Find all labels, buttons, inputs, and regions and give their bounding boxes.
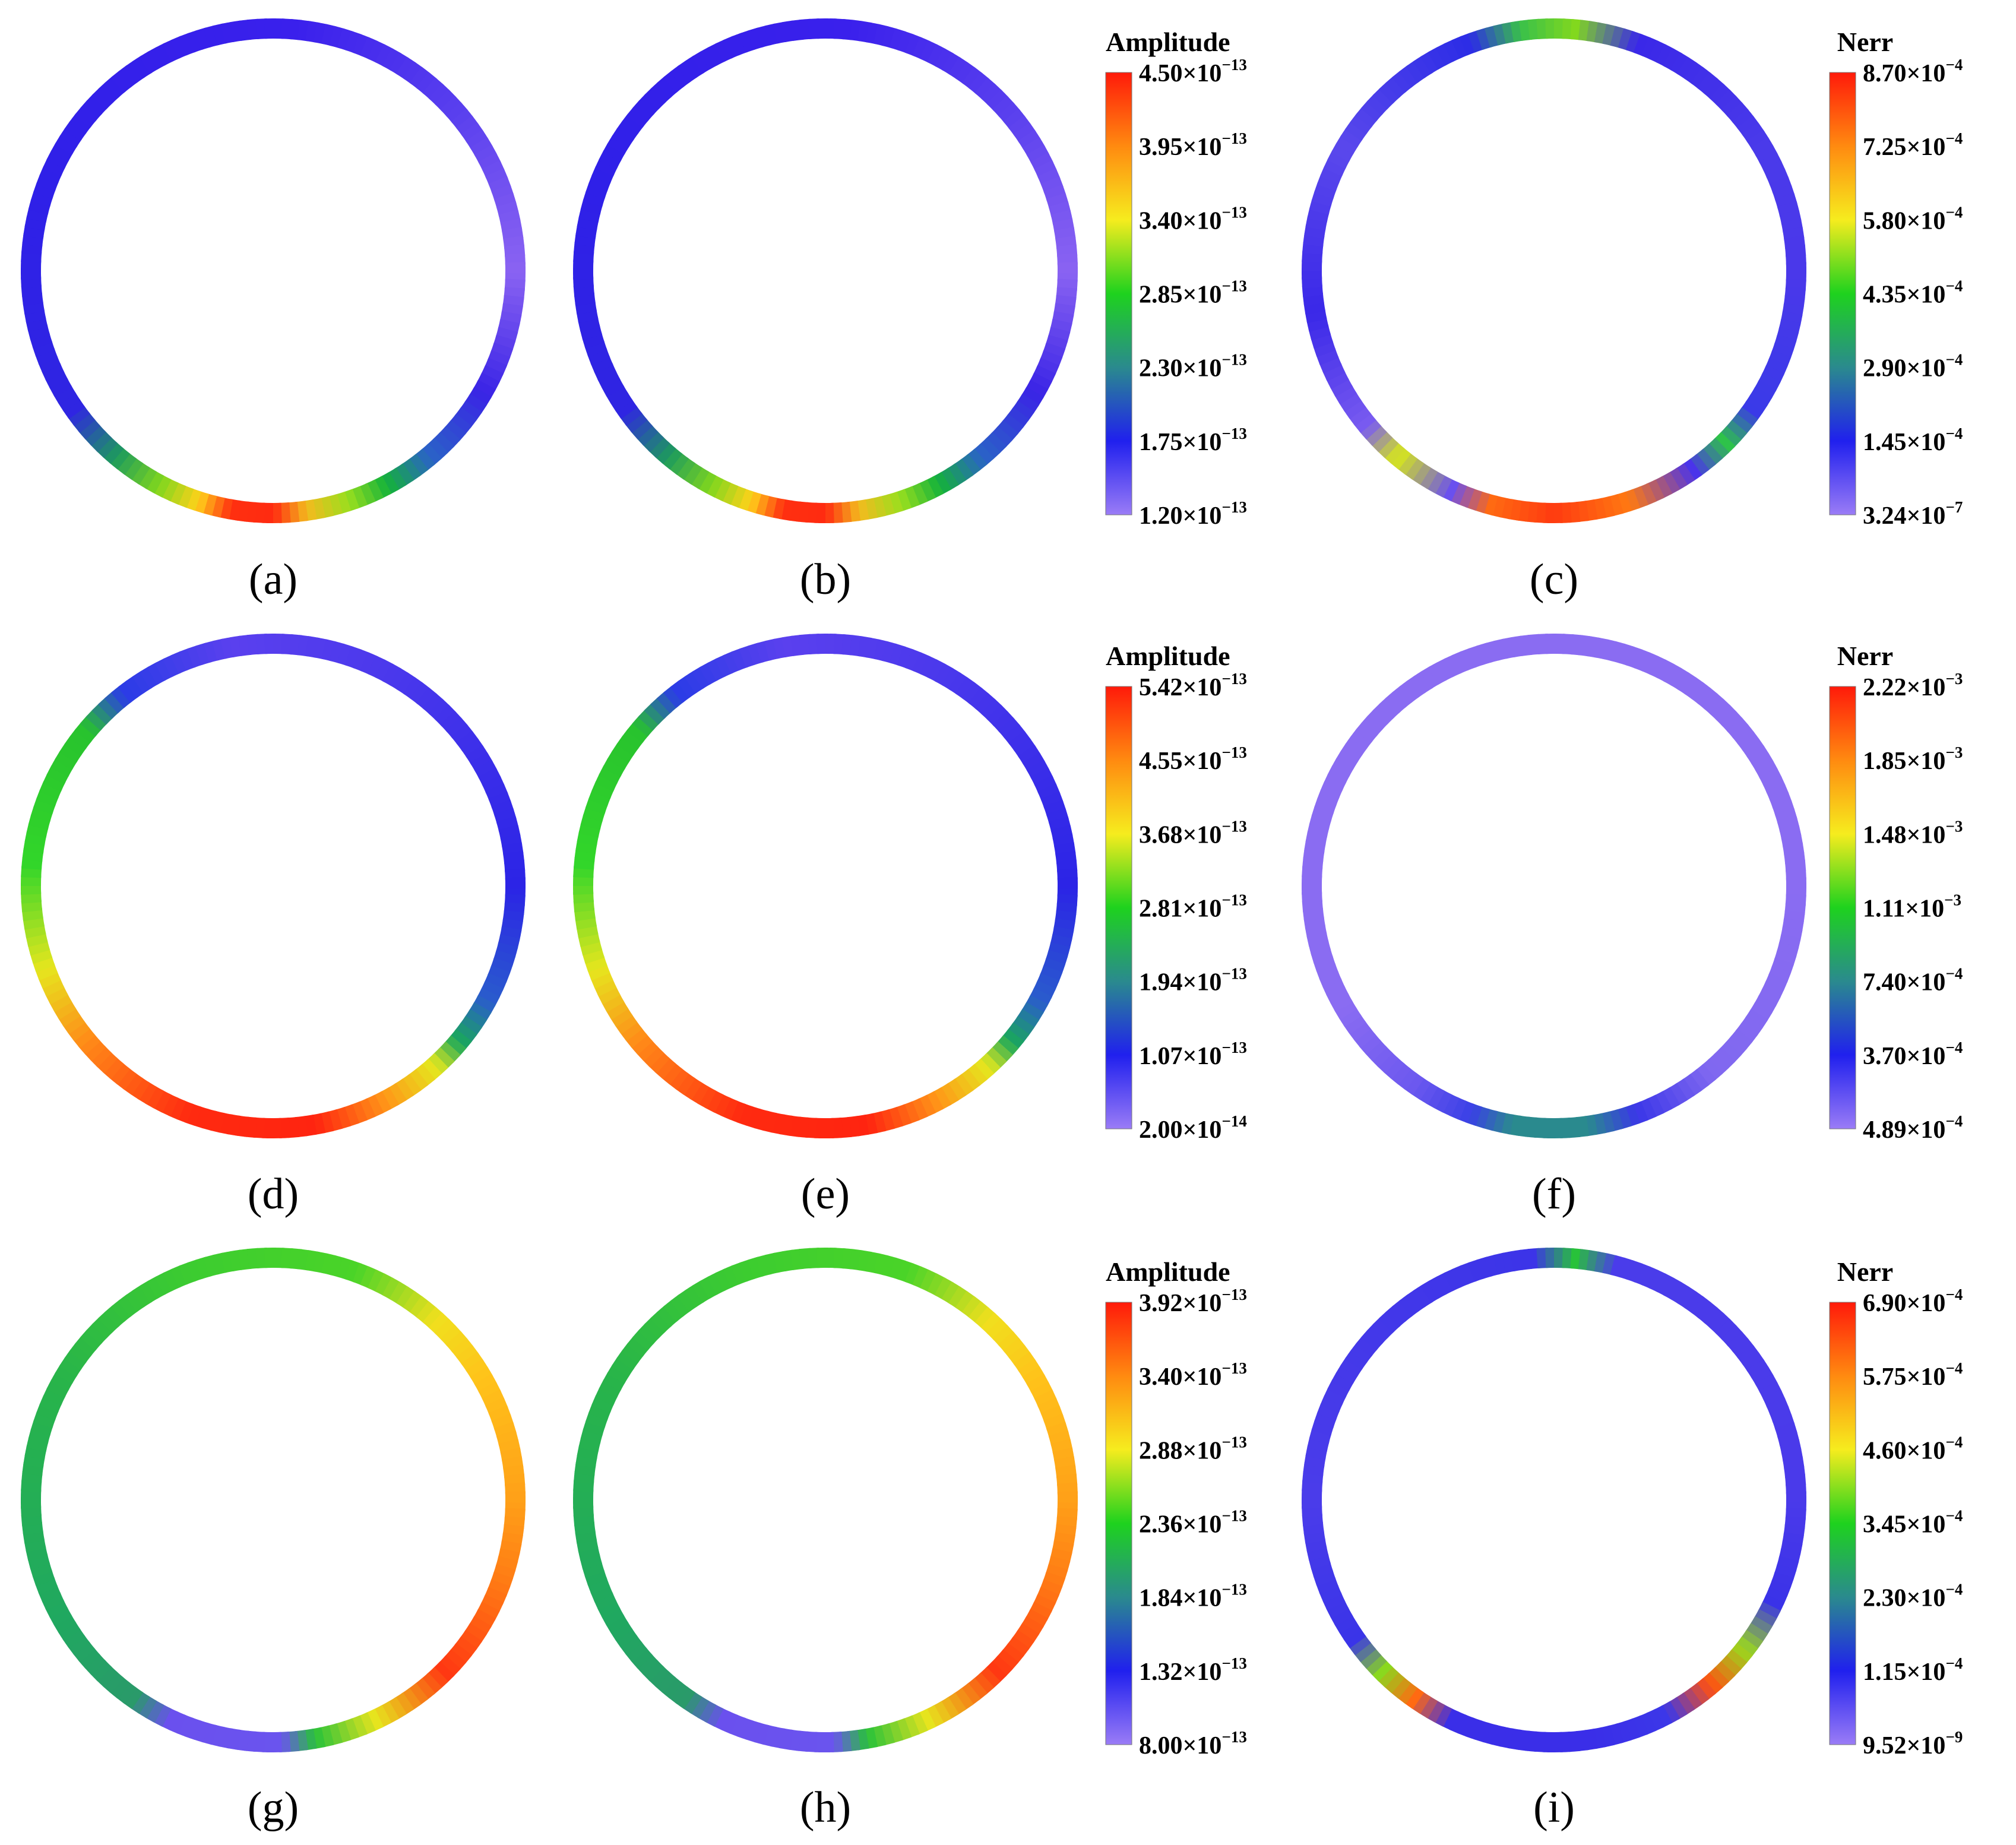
- colorbar-tick-label: 1.07×10−13: [1139, 1039, 1247, 1070]
- colorbar-scale: [1829, 72, 1856, 515]
- colorbar-tick-label: 1.20×10−13: [1139, 498, 1247, 530]
- colorbar-tick-label: 4.89×10−4: [1863, 1112, 1963, 1144]
- colorbar-tick-label: 1.75×10−13: [1139, 425, 1247, 456]
- colorbar-tick-label: 2.81×10−13: [1139, 891, 1247, 923]
- panel-label: (g): [248, 1783, 299, 1832]
- panel-labels: (a) (b) (c) (d) (e) (f) (g) (h) (i): [248, 555, 1578, 1832]
- colorbar-tick-label: 8.00×10−13: [1139, 1728, 1247, 1759]
- colorbar-title: Nerr: [1837, 27, 1893, 57]
- colorbar-scale: [1105, 686, 1132, 1129]
- colorbar-tick-label: 2.90×10−4: [1863, 351, 1963, 382]
- ring-d: [20, 633, 526, 1139]
- colorbar-tick-label: 5.80×10−4: [1863, 203, 1963, 235]
- colorbar-tick-label: 2.30×10−13: [1139, 351, 1247, 382]
- ring-h: [572, 1247, 1078, 1753]
- colorbars: Amplitude4.50×10−133.95×10−133.40×10−132…: [1105, 27, 1963, 1759]
- colorbar-tick-label: 3.95×10−13: [1139, 129, 1247, 161]
- ring-a: [20, 18, 526, 524]
- colorbar-tick-label: 3.92×10−13: [1139, 1286, 1247, 1317]
- colorbar-tick-label: 2.30×10−4: [1863, 1581, 1963, 1612]
- colorbar-tick-label: 5.42×10−13: [1139, 670, 1247, 701]
- panel-label: (a): [249, 555, 298, 604]
- panel-label: (f): [1532, 1170, 1576, 1219]
- colorbar-tick-label: 1.85×10−3: [1863, 743, 1963, 775]
- colorbar-tick-label: 2.85×10−13: [1139, 277, 1247, 309]
- ring-i: [1301, 1247, 1807, 1753]
- colorbar-tick-label: 3.40×10−13: [1139, 203, 1247, 235]
- colorbar-tick-label: 1.84×10−13: [1139, 1581, 1247, 1612]
- panel-label: (d): [248, 1170, 299, 1219]
- colorbar-tick-label: 3.45×10−4: [1863, 1507, 1963, 1539]
- colorbar-title: Amplitude: [1106, 27, 1230, 57]
- colorbar-tick-label: 3.40×10−13: [1139, 1359, 1247, 1391]
- colorbar-tick-label: 6.90×10−4: [1863, 1286, 1963, 1317]
- colorbar-tick-label: 4.60×10−4: [1863, 1433, 1963, 1464]
- colorbar-tick-label: 2.36×10−13: [1139, 1507, 1247, 1539]
- colorbar-tick-label: 3.24×10−7: [1863, 498, 1963, 530]
- panel-label: (c): [1530, 555, 1578, 604]
- panel-label: (h): [800, 1783, 851, 1832]
- ring-f: [1301, 633, 1807, 1139]
- colorbar-tick-label: 4.35×10−4: [1863, 277, 1963, 309]
- colorbar-tick-label: 4.50×10−13: [1139, 56, 1247, 87]
- panel-label: (e): [801, 1170, 850, 1219]
- colorbar-scale: [1829, 686, 1856, 1129]
- colorbar-title: Nerr: [1837, 1257, 1893, 1287]
- colorbar-tick-label: 8.70×10−4: [1863, 56, 1963, 87]
- ring-e: [572, 633, 1078, 1139]
- colorbar-tick-label: 7.25×10−4: [1863, 129, 1963, 161]
- colorbar-title: Nerr: [1837, 641, 1893, 671]
- ring-panels: [20, 18, 1807, 1753]
- ring-c: [1301, 18, 1807, 524]
- panel-label: (i): [1533, 1783, 1575, 1832]
- colorbar-tick-label: 2.22×10−3: [1863, 670, 1963, 701]
- colorbar-tick-label: 7.40×10−4: [1863, 965, 1963, 996]
- colorbar-tick-label: 9.52×10−9: [1863, 1728, 1963, 1759]
- colorbar-tick-label: 1.45×10−4: [1863, 425, 1963, 456]
- colorbar-tick-label: 4.55×10−13: [1139, 743, 1247, 775]
- colorbar-tick-label: 2.00×10−14: [1139, 1112, 1247, 1144]
- ring-g: [20, 1247, 526, 1753]
- colorbar-tick-label: 1.94×10−13: [1139, 965, 1247, 996]
- colorbar-title: Amplitude: [1106, 1257, 1230, 1287]
- colorbar-tick-label: 3.70×10−4: [1863, 1039, 1963, 1070]
- colorbar-scale: [1105, 72, 1132, 515]
- colorbar-tick-label: 1.15×10−4: [1863, 1654, 1963, 1686]
- colorbar-tick-label: 3.68×10−13: [1139, 817, 1247, 849]
- colorbar-title: Amplitude: [1106, 641, 1230, 671]
- colorbar-tick-label: 1.11×10−3: [1863, 891, 1961, 923]
- panel-label: (b): [800, 555, 851, 604]
- colorbar-tick-label: 1.32×10−13: [1139, 1654, 1247, 1686]
- ring-b: [572, 18, 1078, 524]
- colorbar-tick-label: 2.88×10−13: [1139, 1433, 1247, 1464]
- colorbar-tick-label: 5.75×10−4: [1863, 1359, 1963, 1391]
- colorbar-scale: [1105, 1302, 1132, 1745]
- colorbar-tick-label: 1.48×10−3: [1863, 817, 1963, 849]
- colorbar-scale: [1829, 1302, 1856, 1745]
